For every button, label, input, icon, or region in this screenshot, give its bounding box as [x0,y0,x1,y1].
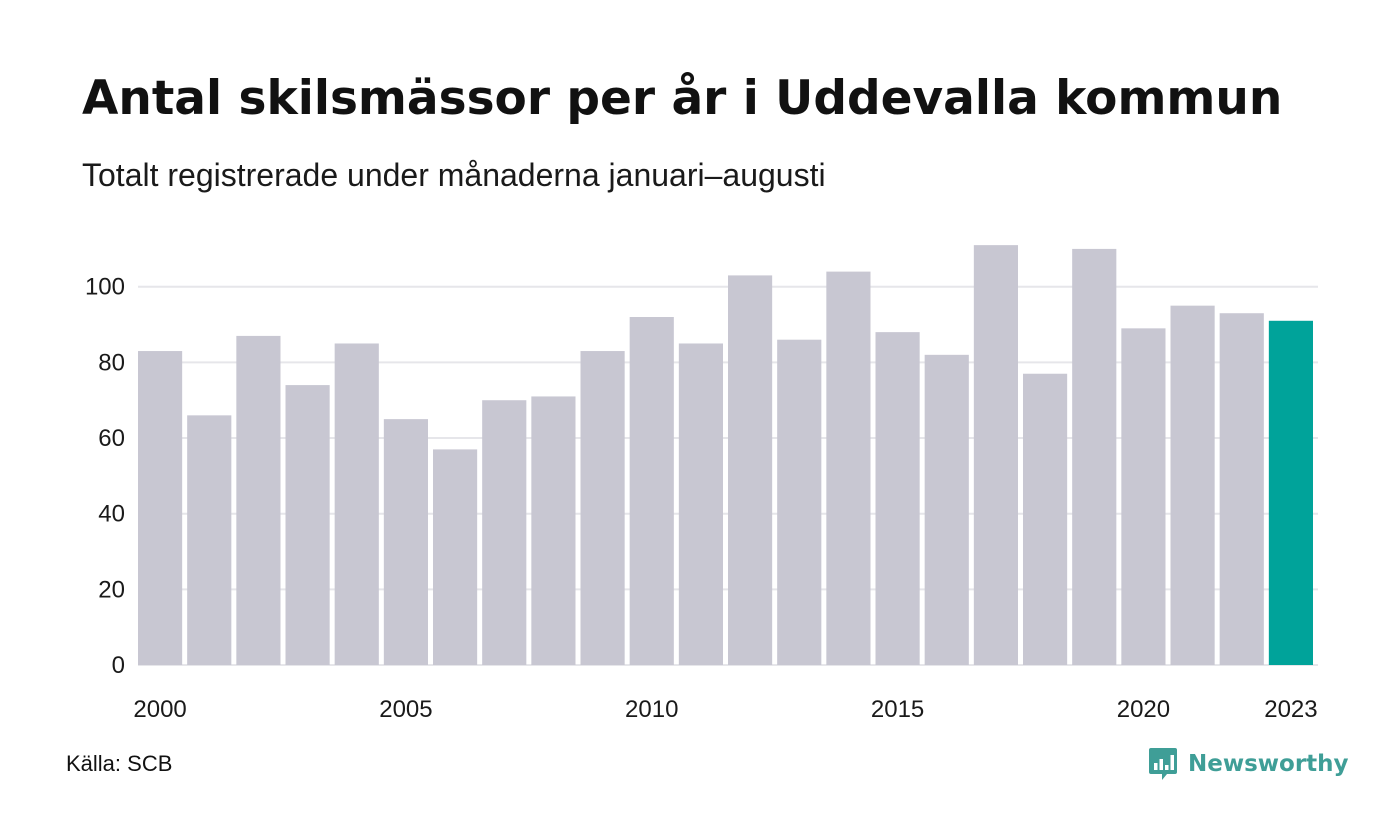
x-tick-label: 2023 [1264,696,1317,723]
bar-2005 [383,419,428,665]
bar-2021 [1170,305,1215,665]
source-note: Källa: SCB [66,751,173,776]
bar-2008 [531,396,576,665]
bar-2001 [187,415,232,665]
bar-2016 [924,354,969,665]
bar-2009 [580,351,625,665]
bar-2010 [629,317,674,665]
bar-2002 [236,335,281,665]
bar-2015 [875,332,920,665]
bar-2014 [826,271,871,665]
x-axis-ticks: 2000 2005 2010 2015 2020 2023 [133,696,1317,723]
x-tick-label: 2005 [379,696,432,723]
y-tick-label: 40 [98,501,125,528]
bar-2000 [138,351,183,665]
bars [138,245,1313,666]
y-tick-label: 60 [98,425,125,452]
bar-2018 [1023,373,1068,665]
bar-2011 [678,343,723,665]
bar-chart: 0 20 40 60 80 100 2000 2005 2010 2015 2020 2023 [85,245,1318,723]
newsworthy-logo-text: Newsworthy [1188,751,1349,777]
y-tick-label: 20 [98,576,125,603]
x-tick-label: 2020 [1117,696,1170,723]
chart-title: Antal skilsmässor per år i Uddevalla kom… [82,71,1283,126]
y-axis-ticks: 0 20 40 60 80 100 [85,274,125,679]
x-tick-label: 2000 [133,696,186,723]
bar-2006 [433,449,478,665]
x-tick-label: 2015 [871,696,924,723]
bar-2017 [973,245,1018,665]
bar-2004 [334,343,379,665]
y-tick-label: 80 [98,349,125,376]
bar-2003 [285,385,330,665]
bar-2007 [482,400,527,665]
y-tick-label: 100 [85,274,125,301]
chart-subtitle: Totalt registrerade under månaderna janu… [82,157,826,193]
bar-2012 [728,275,773,665]
bar-2022 [1219,313,1264,665]
newsworthy-logo-icon [1149,748,1177,780]
bar-2023 [1268,320,1313,665]
bar-2019 [1072,248,1117,666]
y-tick-label: 0 [112,652,125,679]
newsworthy-logo: Newsworthy [1148,744,1349,784]
x-tick-label: 2010 [625,696,678,723]
bar-2020 [1121,328,1166,665]
bar-2013 [777,339,822,665]
